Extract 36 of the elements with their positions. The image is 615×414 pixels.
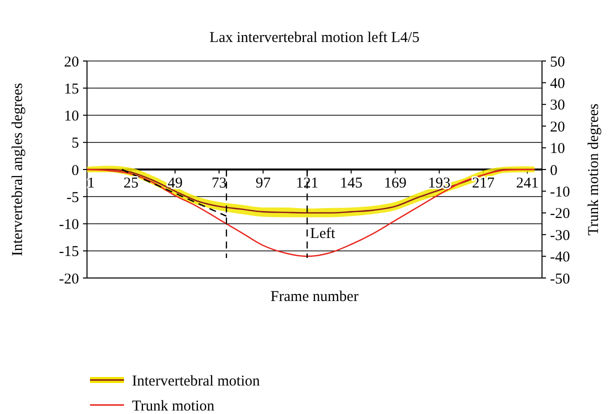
y-tick-label: -15 [59, 244, 79, 260]
x-tick-label: 73 [212, 176, 227, 192]
x-tick-label: 145 [340, 176, 362, 192]
chart-title: Lax intervertebral motion left L4/5 [210, 30, 420, 46]
x-tick-label: 169 [384, 176, 406, 192]
legend-label: Trunk motion [132, 398, 215, 414]
y-tick-label: 15 [64, 81, 79, 98]
y-tick-label: 0 [72, 162, 79, 179]
x-tick-label: 241 [516, 176, 539, 192]
legend-label: Intervertebral motion [132, 373, 260, 390]
y-axis-title: Intervertebral angles degrees [10, 82, 26, 256]
y-tick-label: -5 [66, 190, 79, 206]
y2-tick-label: 0 [550, 162, 558, 179]
y2-tick-label: 30 [550, 98, 565, 114]
y2-tick-label: 50 [550, 54, 565, 70]
y2-tick-label: 40 [550, 76, 565, 92]
x-tick-label: 217 [472, 176, 496, 192]
y-tick-label: -20 [59, 271, 79, 288]
y2-tick-label: -10 [550, 184, 570, 200]
y2-tick-label: -20 [550, 206, 570, 222]
y2-tick-label: -40 [550, 250, 570, 266]
y2-tick-label: -50 [550, 271, 570, 288]
x-axis-title: Frame number [270, 289, 358, 305]
x-tick-label: 121 [296, 176, 318, 192]
y2-tick-label: 10 [550, 141, 565, 158]
y2-tick-label: -30 [550, 228, 570, 244]
x-tick-label: 1 [87, 176, 95, 192]
y-tick-label: 20 [64, 54, 79, 70]
y2-axis-title: Trunk motion degrees [586, 103, 602, 236]
x-tick-label: 25 [124, 176, 139, 192]
y2-tick-label: 20 [550, 119, 565, 136]
y-tick-label: 5 [72, 136, 79, 152]
x-tick-label: 97 [256, 176, 272, 192]
ref-line-label: Left [310, 226, 336, 242]
y-tick-label: 10 [64, 108, 79, 124]
y-tick-label: -10 [59, 217, 79, 233]
